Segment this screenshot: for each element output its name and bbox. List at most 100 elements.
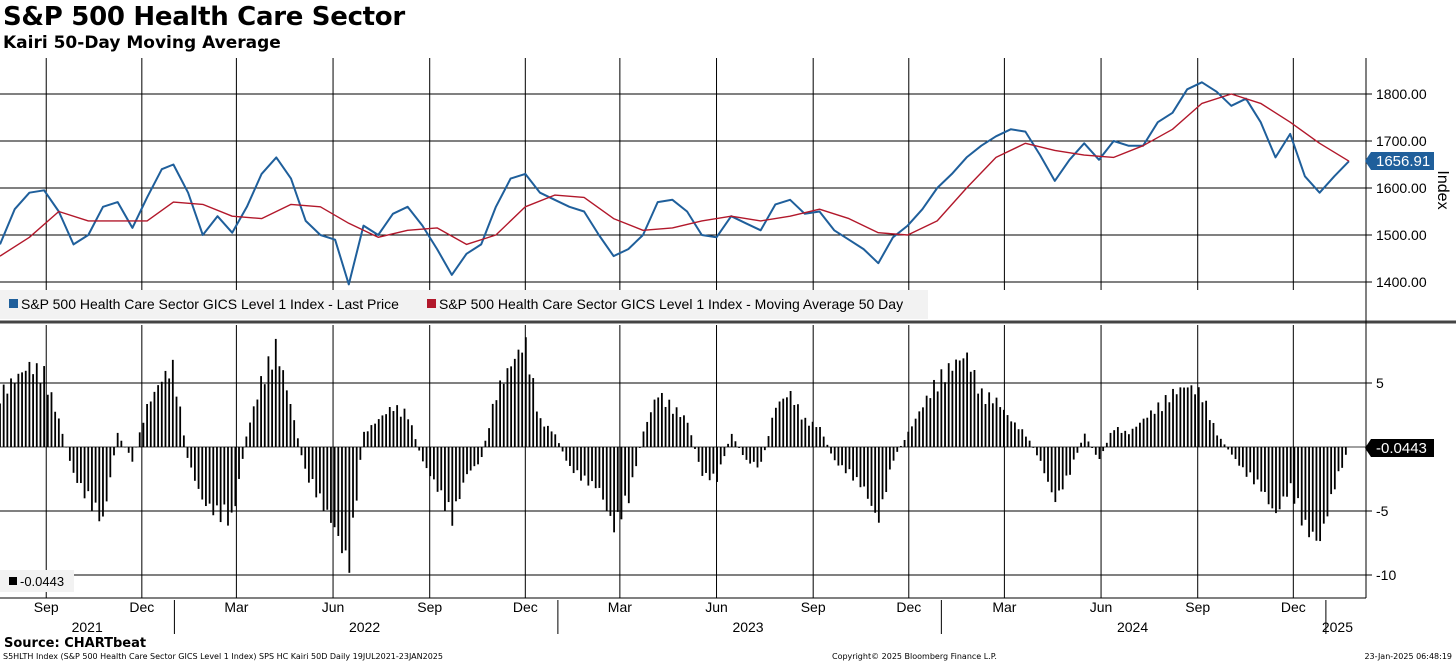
kairi-bar-46 [168,378,171,447]
kairi-bar-307 [1127,434,1130,447]
kairi-bar-349 [1282,447,1285,497]
top-ytick-label-2: 1600.00 [1376,180,1427,196]
kairi-bar-216 [793,404,796,447]
kairi-bar-52 [190,447,193,468]
kairi-bar-292 [1072,447,1075,460]
kairi-bar-242 [888,447,891,470]
kairi-bar-115 [421,447,424,462]
kairi-bar-42 [153,391,156,447]
kairi-bar-58 [212,447,215,516]
kairi-bar-298 [1094,447,1097,455]
kairi-bar-79 [289,404,292,447]
chart-title: S&P 500 Health Care Sector [3,2,405,32]
kairi-bar-47 [171,359,174,447]
kairi-bar-38 [138,432,141,447]
kairi-bar-65 [238,447,240,479]
x-tick-month-13: Dec [1281,599,1306,615]
kairi-bar-50 [182,435,185,447]
kairi-bar-162 [594,447,597,489]
kairi-bar-49 [179,406,182,447]
kairi-bar-225 [826,444,829,447]
kairi-bar-279 [1025,436,1027,447]
kairi-bar-283 [1039,447,1042,461]
x-tick-month-12: Sep [1185,599,1210,615]
kairi-bar-193 [708,447,711,481]
kairi-bar-141 [517,349,520,447]
kairi-bar-182 [668,399,671,447]
kairi-bar-57 [208,447,211,504]
kairi-bar-21 [76,447,79,483]
x-tick-year-0: 2021 [72,619,103,635]
kairi-bar-317 [1164,395,1167,447]
kairi-bar-27 [98,447,101,522]
kairi-bar-257 [944,382,946,447]
kairi-bar-28 [102,447,104,517]
kairi-bar-305 [1120,432,1123,447]
kairi-bar-334 [1227,447,1230,450]
x-tick-month-1: Dec [129,599,154,615]
bottom-ytick-label-2: -10 [1376,567,1396,583]
kairi-bar-332 [1219,438,1222,447]
kairi-bar-136 [499,380,501,447]
kairi-bar-253 [929,398,932,447]
price-last-value-label: 1656.91 [1376,153,1430,170]
kairi-bar-316 [1161,411,1163,447]
kairi-bar-176 [646,421,649,447]
kairi-bar-299 [1098,447,1101,459]
kairi-bar-3 [10,378,12,447]
bottom-ytick-label-0: 5 [1376,375,1384,391]
kairi-bar-95 [348,447,351,573]
kairi-bar-304 [1116,427,1119,447]
kairi-bar-167 [613,447,615,533]
kairi-bar-100 [366,431,369,447]
kairi-bar-204 [749,447,752,464]
kairi-bar-174 [638,447,641,448]
kairi-bar-215 [789,390,792,447]
kairi-bar-151 [554,434,557,447]
kairi-bar-212 [778,401,781,447]
kairi-bar-264 [969,371,972,447]
kairi-bar-40 [146,404,148,447]
kairi-bar-286 [1050,447,1053,493]
kairi-bar-314 [1153,413,1156,447]
chart-subtitle: Kairi 50-Day Moving Average [3,33,281,53]
kairi-bar-320 [1175,394,1178,447]
kairi-bar-354 [1300,447,1303,526]
kairi-bar-240 [881,447,884,500]
top-ytick-label-4: 1800.00 [1376,86,1427,102]
kairi-bar-326 [1197,387,1200,447]
kairi-bar-39 [142,422,145,447]
kairi-bar-248 [911,426,913,447]
kairi-bar-230 [844,447,847,474]
x-tick-month-7: Jun [705,599,728,615]
kairi-bar-156 [572,447,575,474]
kairi-bar-124 [455,447,457,502]
kairi-bar-178 [653,399,656,447]
kairi-bar-358 [1315,447,1318,541]
kairi-bar-139 [510,366,513,447]
kairi-bar-300 [1102,447,1105,452]
kairi-bar-188 [690,435,693,447]
kairi-bar-118 [433,447,435,480]
kairi-bar-357 [1311,447,1314,532]
kairi-bar-311 [1142,418,1145,447]
y-axis-label-index: Index [1434,170,1451,209]
legend-label-kairi: -0.0443 [20,574,64,589]
kairi-bar-61 [223,447,226,505]
kairi-bar-309 [1135,426,1138,447]
kairi-bar-51 [186,447,189,458]
kairi-bar-364 [1337,447,1340,472]
kairi-bar-330 [1212,422,1215,447]
x-tick-month-11: Jun [1090,599,1113,615]
kairi-bar-70 [256,399,259,447]
x-tick-year-2: 2023 [732,619,763,635]
kairi-bar-319 [1172,388,1174,447]
kairi-bar-312 [1146,417,1149,447]
kairi-bar-89 [326,447,329,510]
kairi-bar-192 [705,447,707,473]
kairi-bar-267 [980,388,983,447]
kairi-bar-295 [1083,433,1086,447]
kairi-bar-282 [1036,447,1038,456]
kairi-bar-129 [473,447,476,467]
kairi-bar-142 [521,352,524,447]
